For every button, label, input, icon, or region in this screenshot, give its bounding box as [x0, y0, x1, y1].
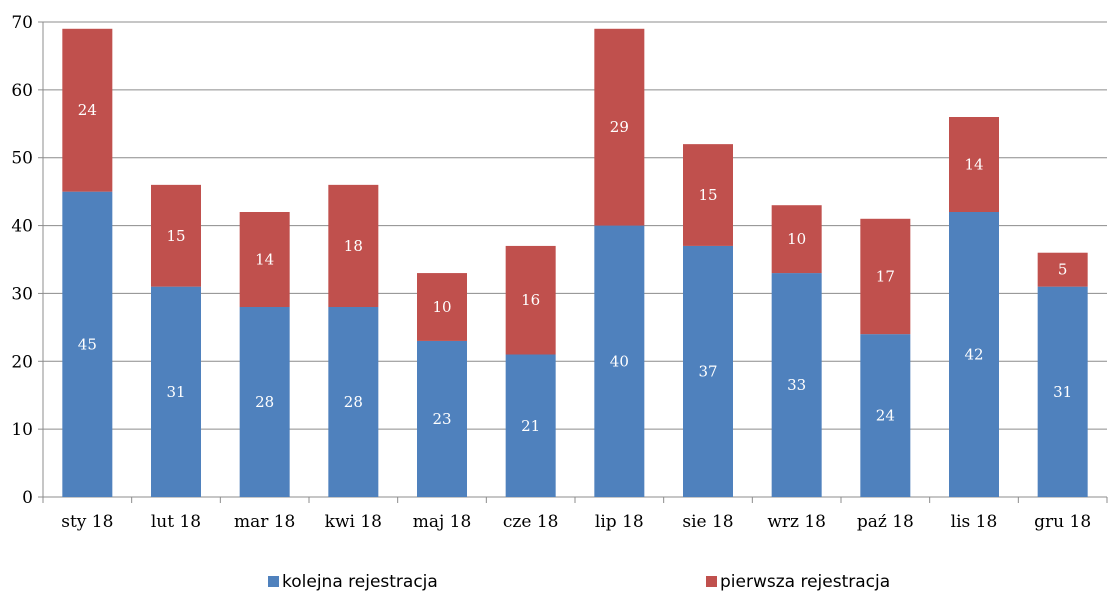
y-tick-labels: 0 10 20 30 40 50 60 70 [11, 13, 33, 508]
bar-segment [771, 273, 822, 497]
x-tick-label: wrz 18 [767, 512, 826, 532]
legend: kolejna rejestracja pierwsza rejestracja [268, 572, 890, 592]
legend-label: kolejna rejestracja [282, 572, 438, 592]
bar-segment [860, 334, 911, 497]
bar-segment [239, 307, 290, 497]
y-tick-label: 10 [11, 420, 33, 440]
data-label: 31 [166, 383, 185, 401]
x-tick-labels: sty 18 lut 18 mar 18 kwi 18 maj 18 cze 18 lip … [61, 512, 1091, 532]
data-label: 40 [610, 352, 629, 370]
data-label: 5 [1058, 261, 1068, 279]
x-tick-label: mar 18 [234, 512, 295, 532]
y-tick-label: 0 [22, 488, 33, 508]
data-label: 15 [698, 186, 717, 204]
x-tick-label: lis 18 [951, 512, 998, 532]
gridlines [43, 21, 1107, 430]
y-tick-label: 70 [11, 13, 33, 33]
data-label: 24 [876, 407, 895, 425]
y-tick-label: 50 [11, 149, 33, 169]
data-label: 45 [78, 335, 97, 353]
legend-label: pierwsza rejestracja [720, 572, 890, 592]
bar-segment [62, 28, 113, 192]
bar-segment [328, 184, 379, 307]
bar-segment [505, 354, 556, 497]
legend-swatch [706, 576, 717, 587]
data-label: 37 [698, 362, 717, 380]
bar-segment [949, 212, 999, 497]
y-tick-label: 20 [11, 352, 33, 372]
x-tick-label: kwi 18 [325, 512, 382, 532]
y-tick-label: 60 [11, 81, 33, 101]
bar-segment [771, 205, 822, 274]
bar-segment [594, 225, 645, 498]
data-label: 18 [344, 237, 363, 255]
bar-segment [328, 307, 379, 497]
bar-segment [860, 218, 911, 335]
data-label: 24 [78, 101, 97, 119]
axes [38, 21, 1108, 503]
data-label: 10 [432, 298, 451, 316]
data-label: 14 [255, 251, 274, 269]
data-label: 28 [344, 393, 363, 411]
bar-segment [949, 117, 999, 212]
x-tick-label: lip 18 [595, 512, 644, 532]
x-tick-label: lut 18 [151, 512, 201, 532]
x-tick-label: gru 18 [1034, 512, 1091, 532]
data-label: 23 [432, 410, 451, 428]
data-label: 16 [521, 291, 540, 309]
data-label: 21 [521, 417, 540, 435]
y-tick-label: 30 [11, 284, 33, 304]
data-label: 17 [876, 267, 895, 285]
bar-segment [151, 184, 201, 287]
legend-swatch [268, 576, 279, 587]
data-label: 33 [787, 376, 806, 394]
bar-segment [62, 191, 113, 497]
bars: 45 24 31 15 28 14 28 18 23 10 21 16 40 29 37 15 33 10 24 17… [62, 28, 1088, 498]
data-label: 42 [964, 346, 983, 364]
data-label: 14 [964, 156, 983, 174]
data-label: 28 [255, 393, 274, 411]
x-tick-label: sie 18 [682, 512, 733, 532]
data-label: 29 [610, 118, 629, 136]
bar-segment [239, 212, 290, 307]
bar-segment [594, 28, 645, 226]
data-label: 31 [1053, 383, 1072, 401]
bar-segment [505, 245, 556, 355]
bar-segment [683, 144, 733, 246]
bar-segment [1037, 252, 1088, 287]
bar-segment [417, 340, 467, 497]
bar-segment [683, 245, 733, 497]
bar-segment [417, 273, 467, 341]
x-tick-label: sty 18 [61, 512, 113, 532]
data-label: 10 [787, 230, 806, 248]
bar-segment [1037, 286, 1088, 497]
x-tick-label: paź 18 [857, 512, 914, 532]
bar-segment [151, 286, 201, 497]
data-label: 15 [166, 227, 185, 245]
y-tick-label: 40 [11, 217, 33, 237]
x-tick-label: cze 18 [503, 512, 559, 532]
x-tick-label: maj 18 [413, 512, 472, 532]
